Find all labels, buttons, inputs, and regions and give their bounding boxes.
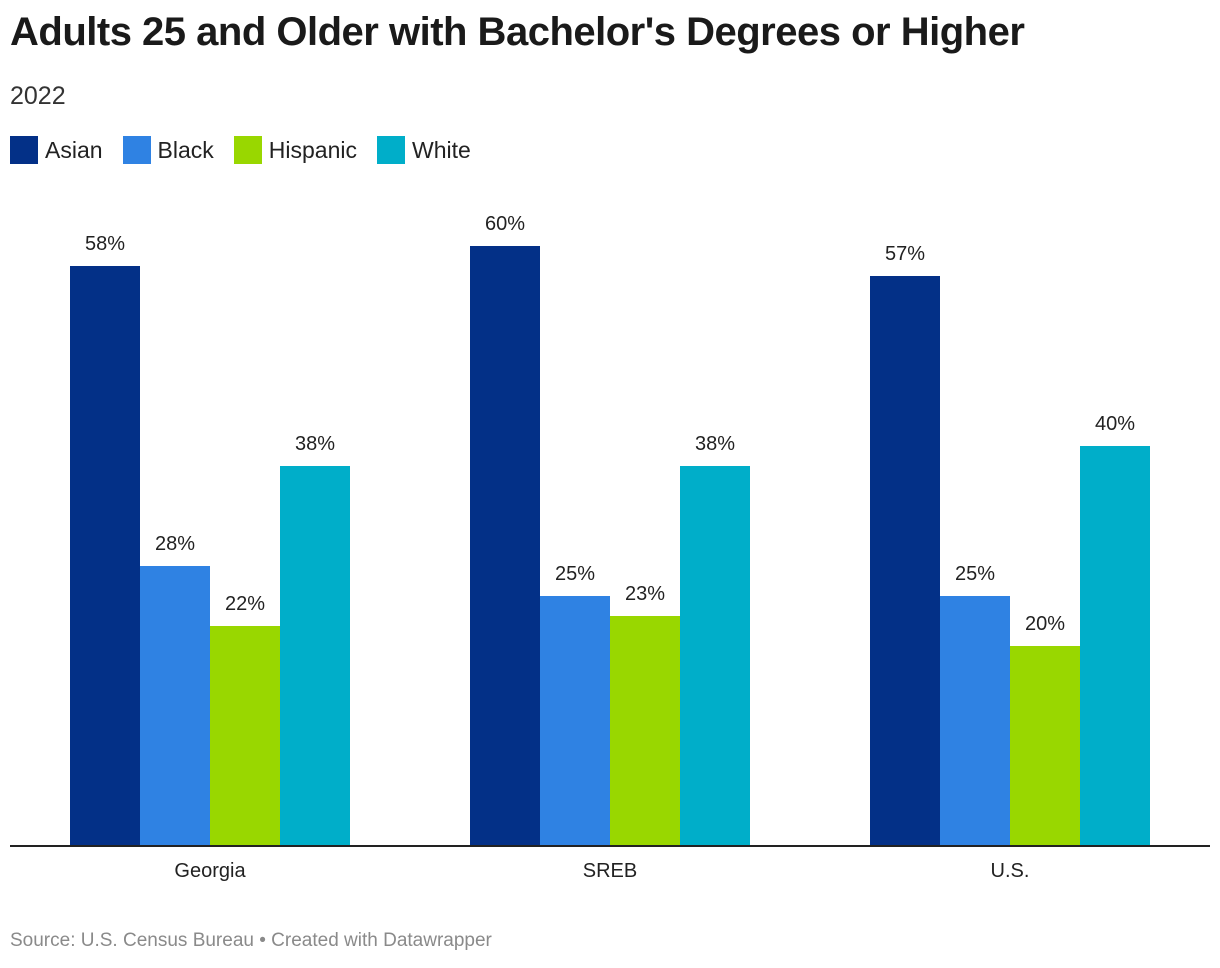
bar-georgia-black [140,566,210,846]
legend-item-white: White [377,136,471,164]
legend-swatch-asian [10,136,38,164]
data-label-georgia-black: 28% [155,533,195,555]
data-label-u-s-asian: 57% [885,243,925,265]
data-label-u-s-hispanic: 20% [1025,613,1065,635]
bar-georgia-asian [70,266,140,846]
chart-title: Adults 25 and Older with Bachelor's Degr… [10,10,1025,54]
x-tick-label-sreb: SREB [583,860,637,882]
source-note: Source: U.S. Census Bureau • Created wit… [10,930,492,951]
legend-swatch-white [377,136,406,164]
legend-swatch-black [122,136,151,164]
bar-u-s-black [940,596,1010,846]
bar-sreb-hispanic [610,616,680,846]
data-label-georgia-hispanic: 22% [225,593,265,615]
legend-label-white: White [412,136,471,163]
legend: Asian Black Hispanic White [10,136,491,164]
bar-sreb-asian [470,246,540,846]
data-label-u-s-white: 40% [1095,413,1135,435]
legend-item-hispanic: Hispanic [233,136,358,164]
legend-item-asian: Asian [10,136,103,164]
legend-label-black: Black [157,136,214,163]
data-label-georgia-asian: 58% [85,233,125,255]
bar-u-s-asian [870,276,940,846]
bar-georgia-white [280,466,350,846]
x-tick-label-u-s: U.S. [991,860,1030,882]
chart-subtitle: 2022 [10,82,66,110]
bar-u-s-hispanic [1010,646,1080,846]
data-label-sreb-black: 25% [555,563,595,585]
data-label-sreb-white: 38% [695,433,735,455]
data-label-sreb-asian: 60% [485,213,525,235]
data-label-sreb-hispanic: 23% [625,583,665,605]
bar-u-s-white [1080,446,1150,846]
legend-label-hispanic: Hispanic [268,136,358,163]
data-label-georgia-white: 38% [295,433,335,455]
legend-item-black: Black [122,136,214,164]
legend-swatch-hispanic [233,136,262,164]
bar-sreb-white [680,466,750,846]
legend-label-asian: Asian [45,136,103,163]
bar-sreb-black [540,596,610,846]
x-tick-label-georgia: Georgia [174,860,246,882]
data-label-u-s-black: 25% [955,563,995,585]
bar-georgia-hispanic [210,626,280,846]
